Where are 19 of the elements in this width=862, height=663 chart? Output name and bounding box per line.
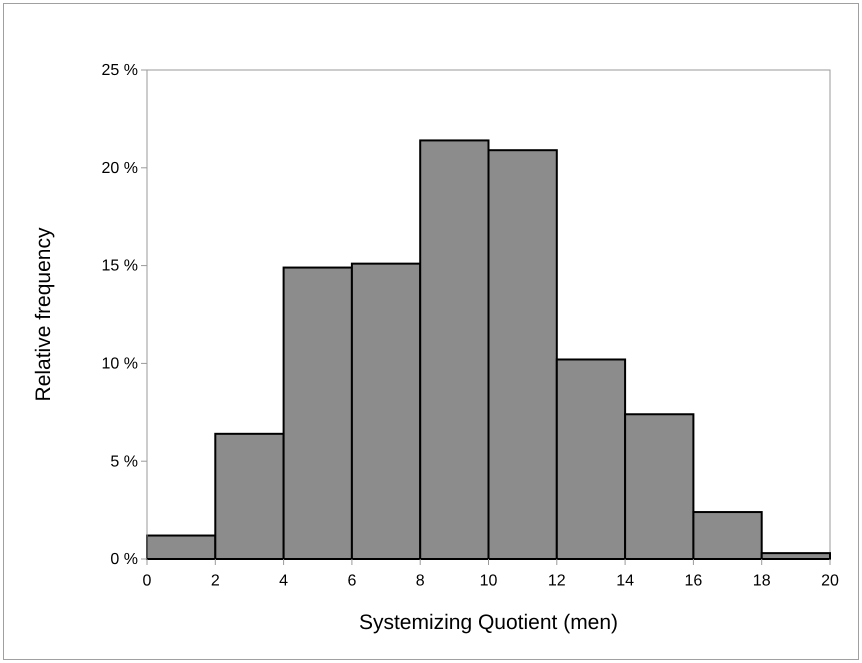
y-tick-label: 0 % bbox=[110, 551, 138, 568]
x-tick-label: 20 bbox=[821, 572, 839, 590]
y-tick-label: 20 % bbox=[102, 160, 138, 177]
x-tick-label: 12 bbox=[548, 572, 566, 590]
y-tick-label: 15 % bbox=[102, 258, 138, 275]
x-tick-label: 18 bbox=[752, 572, 771, 590]
x-tick-label: 2 bbox=[210, 572, 220, 590]
y-tick-label: 5 % bbox=[110, 453, 138, 470]
x-tick-label: 0 bbox=[142, 572, 152, 590]
y-axis-title: Relative frequency bbox=[32, 227, 55, 402]
x-tick-label: 10 bbox=[480, 572, 498, 590]
y-tick-label: 10 % bbox=[102, 356, 138, 373]
x-tick-label: 14 bbox=[616, 572, 634, 590]
x-axis-title: Systemizing Quotient (men) bbox=[358, 611, 618, 634]
x-tick-label: 4 bbox=[279, 572, 288, 590]
y-tick-label: 25 % bbox=[102, 62, 138, 80]
x-tick-label: 8 bbox=[416, 572, 425, 590]
x-tick-label: 16 bbox=[684, 572, 702, 590]
x-tick-label: 6 bbox=[347, 572, 356, 590]
